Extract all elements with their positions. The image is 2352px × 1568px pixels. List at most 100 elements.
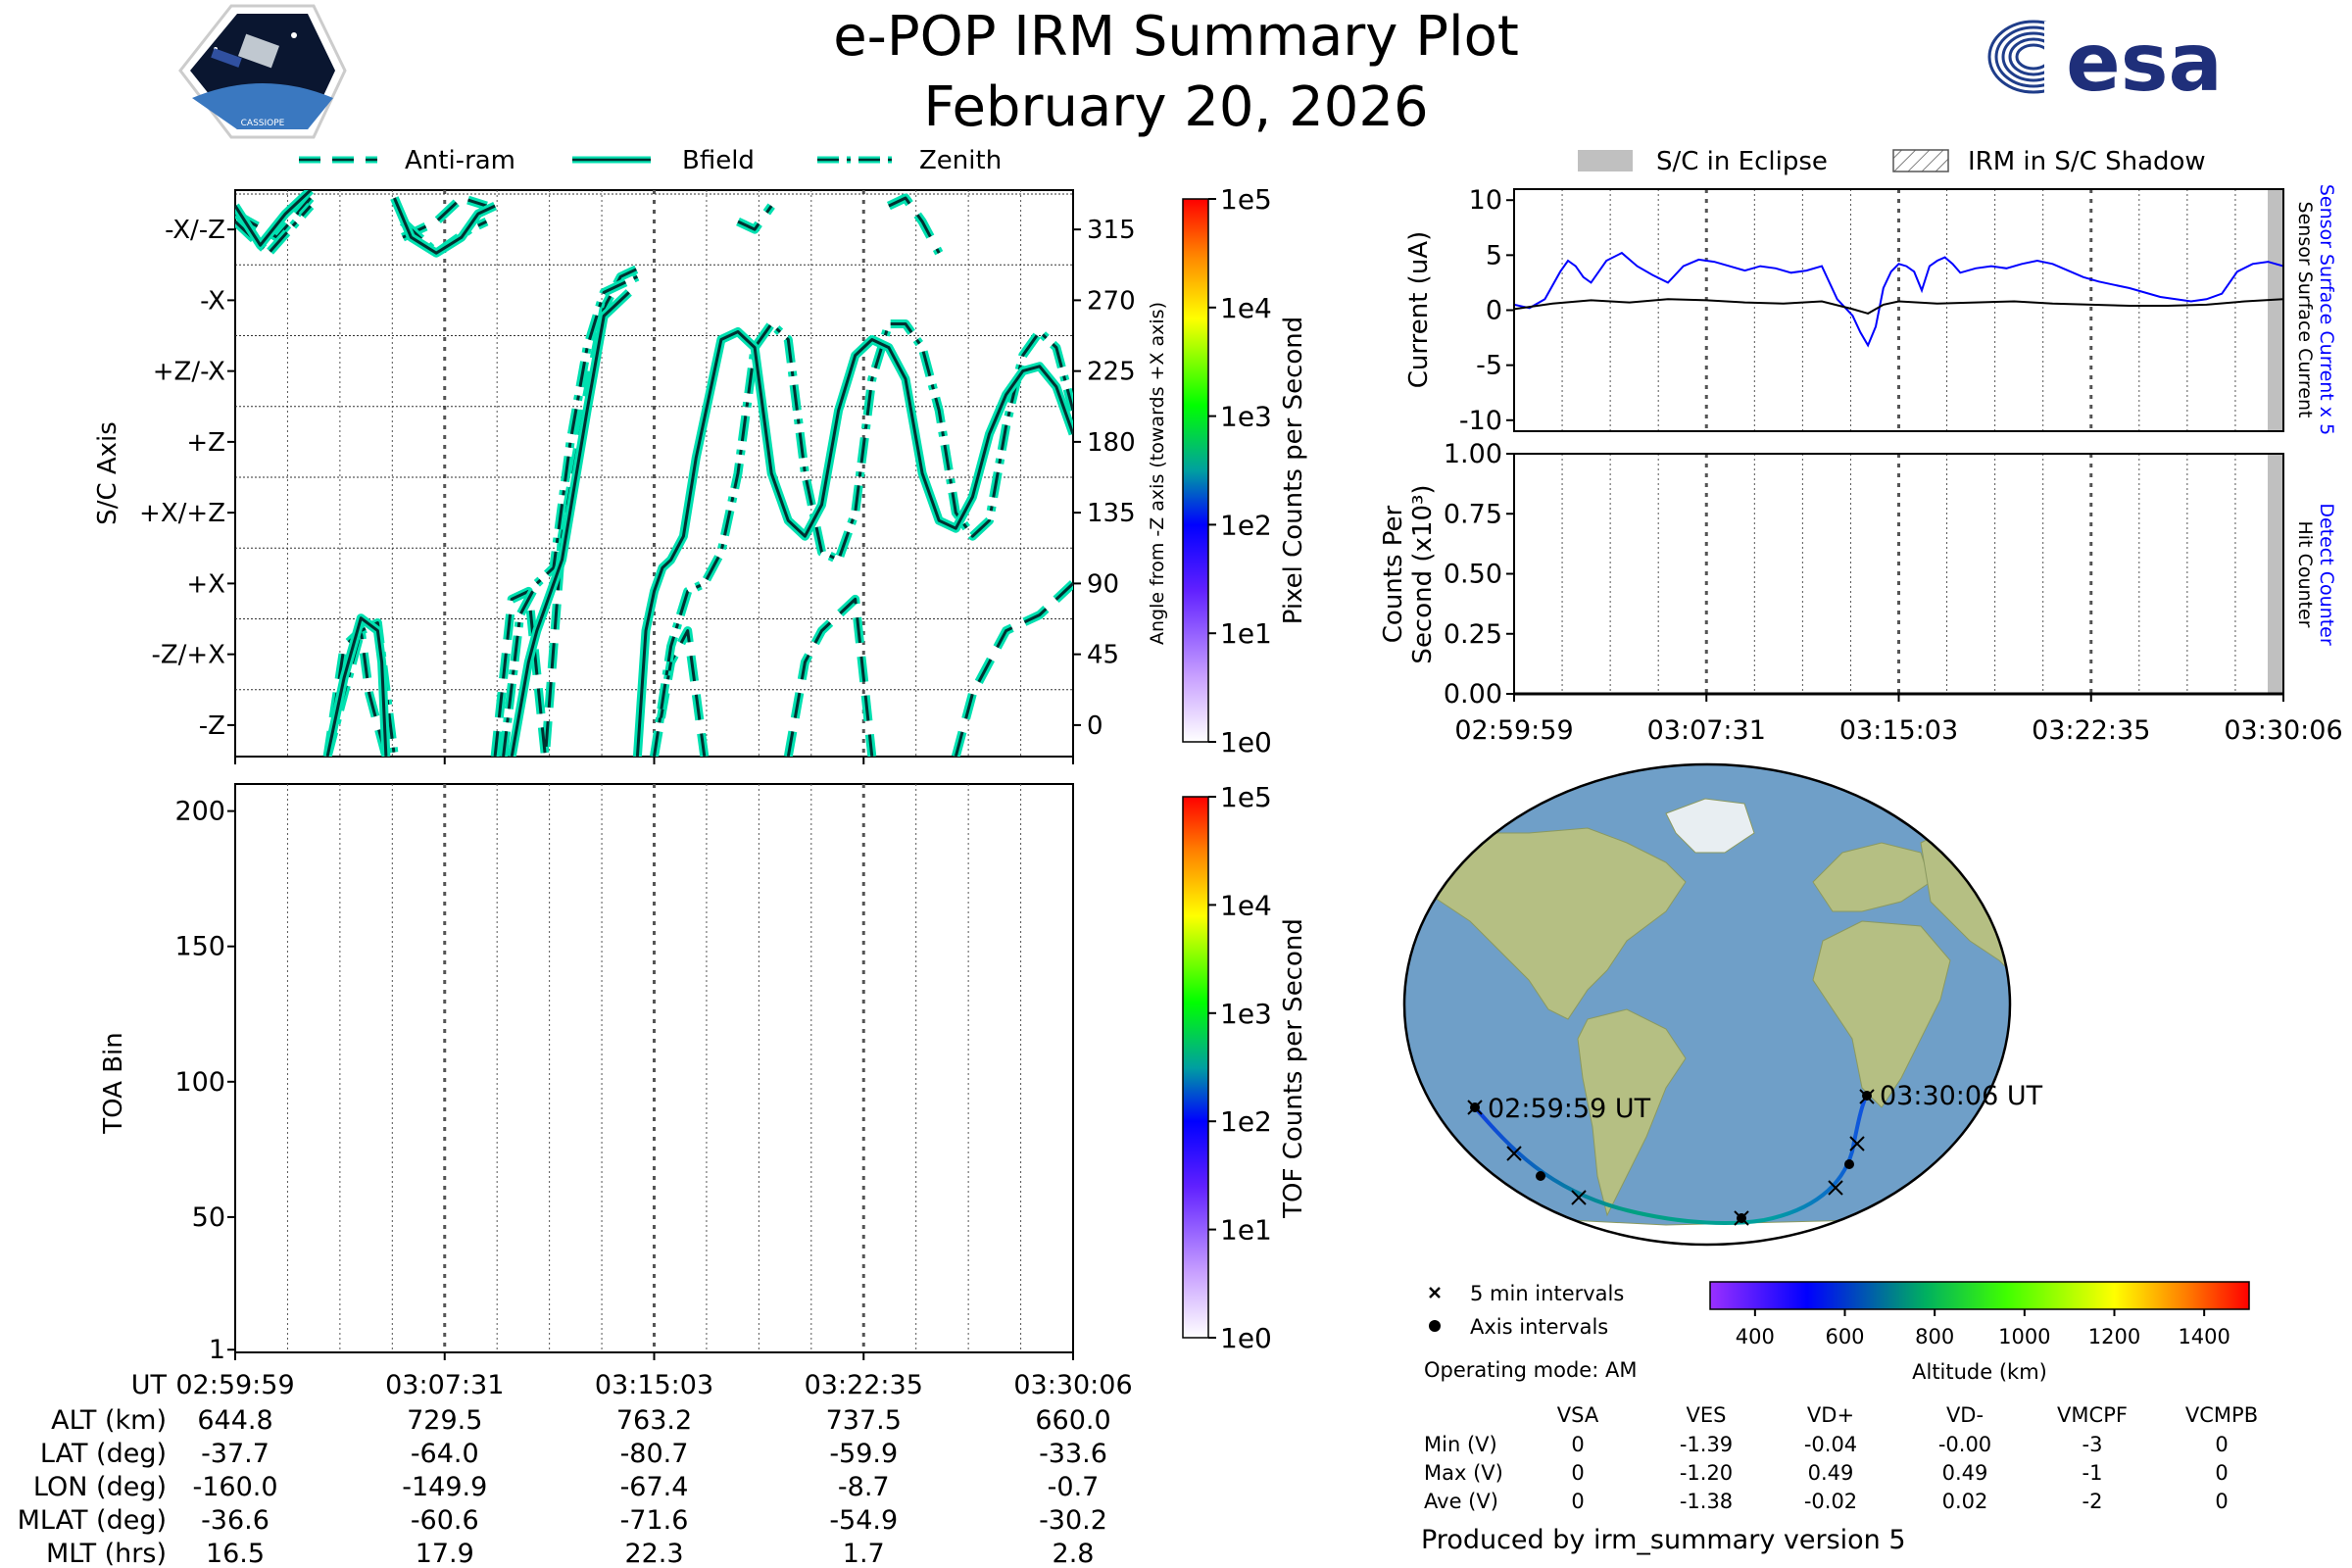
series-current-raw (1514, 298, 2283, 315)
ephem-value: 16.5 (206, 1539, 265, 1568)
angle-tick-label: 180 (1087, 428, 1136, 458)
sc-axis-panel: -Z 0 -Z/+X 45 +X 90 +X/+Z 135 +Z 180 +Z/-X 225 -X 270… (93, 189, 1168, 764)
sc-axis-y2label: Angle from -Z axis (towards +X axis) (1147, 302, 1168, 645)
current-right-label-black: Sensor Surface Current (2294, 202, 2316, 418)
time-tick-label: 03:30:06 (2224, 715, 2342, 746)
eclipse-legend: S/C in Eclipse IRM in S/C Shadow (1578, 147, 2206, 176)
current-panel: -10 -5 0 5 10 Current (uA) Sensor Surface Cu… (1404, 184, 2337, 436)
altitude-tick-label: 1000 (1998, 1325, 2050, 1348)
voltage-value: 0 (1571, 1461, 1584, 1485)
angle-tick-label: 315 (1087, 216, 1136, 245)
ephem-value: -54.9 (829, 1505, 898, 1536)
voltage-value: 0.49 (1808, 1461, 1854, 1485)
altitude-tick-label: 800 (1915, 1325, 1954, 1348)
angle-tick-label: 135 (1087, 499, 1136, 528)
colorbar-tick-label: 1e5 (1220, 183, 1272, 216)
colorbar-tick-label: 1e1 (1220, 617, 1272, 650)
voltage-row-label: Min (V) (1424, 1433, 1497, 1456)
angle-tick-label: 225 (1087, 358, 1136, 387)
page-date: February 20, 2026 (923, 75, 1428, 139)
series-anti-ram (954, 582, 1073, 757)
series-current-x5 (1514, 251, 2283, 348)
series-bfield (510, 291, 630, 757)
series-bfield (325, 616, 388, 757)
ephem-value: 17.9 (416, 1539, 474, 1568)
voltage-value: -1.38 (1680, 1490, 1733, 1513)
current-grid (1561, 189, 2236, 431)
ephemeris-table: UT ALT (km) 644.8 729.5 763.2 737.5 660.0 LAT (… (18, 1370, 1111, 1568)
current-tick-label: 0 (1486, 296, 1502, 326)
cassiope-logo-text: CASSIOPE (241, 119, 285, 128)
time-tick-label: 03:07:31 (385, 1370, 504, 1400)
series-anti-ram (402, 196, 487, 239)
legend-bfield: Bfield (682, 146, 755, 175)
colorbar-tick-label: 1e2 (1220, 509, 1272, 541)
pixel-colorbar-ticks: 1e0 1e1 1e2 1e3 1e4 1e5 (1208, 183, 1272, 759)
counts-tick-label: 0.75 (1444, 499, 1502, 529)
axis-direction-label: -X/-Z (165, 216, 225, 245)
altitude-tick-label: 1400 (2178, 1325, 2230, 1348)
voltage-column-header: VES (1687, 1403, 1727, 1427)
current-series (1514, 251, 2283, 348)
ephem-value: -80.7 (620, 1439, 689, 1469)
altitude-colorbar-label: Altitude (km) (1912, 1360, 2047, 1384)
axis-direction-label: +X (186, 569, 225, 599)
voltage-column-header: VD- (1946, 1403, 1984, 1427)
series-zenith (653, 322, 1073, 757)
current-tick-label: 5 (1486, 240, 1502, 270)
voltage-column-header: VD+ (1807, 1403, 1854, 1427)
ephem-label: MLAT (deg) (18, 1505, 167, 1536)
voltage-value: 0 (1571, 1433, 1584, 1456)
ephem-value: -36.6 (201, 1505, 270, 1536)
time-tick-label: 03:15:03 (1839, 715, 1958, 746)
cassiope-logo: CASSIOPE (178, 4, 347, 139)
toa-tick-label: 100 (174, 1067, 225, 1098)
toa-grid (286, 784, 1022, 1352)
map-border (1402, 762, 2012, 1247)
time-axis-left: 02:59:59 03:07:31 03:15:03 03:22:35 03:30:06 (175, 1370, 1132, 1400)
counts-ylabel-line2: Second (x10³) (1408, 484, 1438, 663)
ephem-value: 729.5 (407, 1405, 482, 1436)
ephem-value: -67.4 (620, 1472, 689, 1502)
voltage-value: -0.02 (1804, 1490, 1857, 1513)
series-zenith (502, 274, 639, 757)
pixel-colorbar: 1e0 1e1 1e2 1e3 1e4 1e5 Pixel Counts per Seco… (1182, 183, 1308, 759)
colorbar-tick-label: 1e3 (1220, 998, 1272, 1030)
ephem-label: ALT (km) (51, 1405, 167, 1436)
map-legend: 5 min intervals Axis intervals Operating… (1424, 1282, 1637, 1382)
counts-tick-label: 1.00 (1444, 439, 1502, 469)
tof-colorbar-label: TOF Counts per Second (1279, 918, 1308, 1219)
ephem-value: 737.5 (826, 1405, 902, 1436)
voltage-value: 0 (2215, 1490, 2228, 1513)
esa-logo: esa (1987, 17, 2223, 110)
ephem-value: 660.0 (1035, 1405, 1110, 1436)
series-anti-ram (737, 205, 773, 231)
ephem-label: LON (deg) (33, 1472, 167, 1502)
orbit-map: 02:59:59 UT 03:30:06 UT (1402, 762, 2043, 1247)
tof-colorbar-ticks: 1e0 1e1 1e2 1e3 1e4 1e5 (1208, 781, 1272, 1354)
counts-panel: 0.00 0.25 0.50 0.75 1.00 Counts Per Second (… (1379, 439, 2337, 710)
ephem-value: -8.7 (838, 1472, 890, 1502)
voltage-value: -0.00 (1938, 1433, 1991, 1456)
counts-right-label-blue: Detect Counter (2316, 503, 2337, 646)
altitude-tick-label: 600 (1825, 1325, 1864, 1348)
angle-tick-label: 0 (1087, 711, 1103, 741)
ephem-value: -33.6 (1039, 1439, 1107, 1469)
ephem-value: -149.9 (402, 1472, 487, 1502)
time-tick-label: 03:15:03 (595, 1370, 713, 1400)
footer-text: Produced by irm_summary version 5 (1421, 1525, 1906, 1555)
time-tick-label: 02:59:59 (175, 1370, 294, 1400)
voltage-value: -1.20 (1680, 1461, 1733, 1485)
ephem-label: MLT (hrs) (46, 1539, 167, 1568)
voltage-table: VSA VES VD+ VD- VMCPF VCMPB Min (V) 0 -1.39 -0.04… (1424, 1403, 2258, 1513)
axis-direction-label: -Z/+X (151, 641, 225, 670)
series-anti-ram (653, 629, 707, 757)
operating-mode: Operating mode: AM (1424, 1358, 1637, 1382)
toa-tick-label: 50 (192, 1202, 225, 1233)
track-markers (1467, 1089, 1875, 1226)
colorbar-tick-label: 1e4 (1220, 889, 1272, 921)
voltage-value: 0 (2215, 1461, 2228, 1485)
legend-axis-intervals: Axis intervals (1470, 1315, 1608, 1339)
ephem-label: UT (131, 1370, 168, 1400)
